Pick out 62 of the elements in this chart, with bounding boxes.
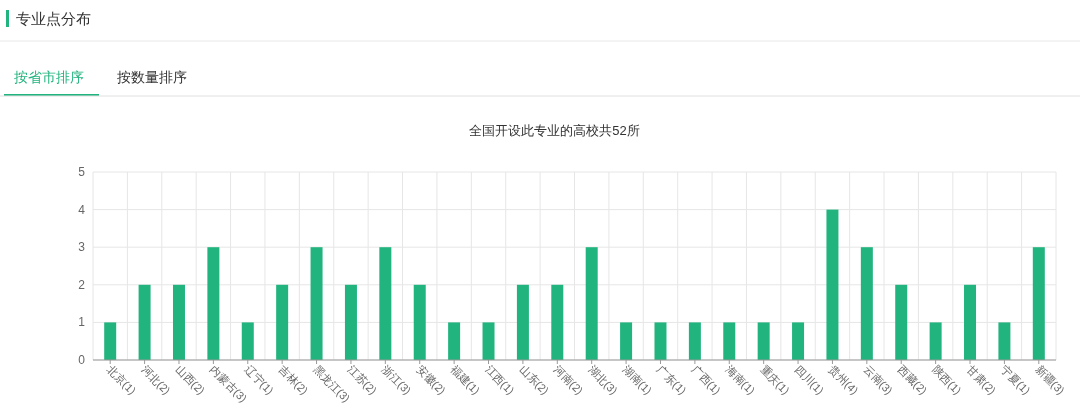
bar <box>585 247 598 360</box>
x-tick-label: 广东(1) <box>655 362 689 397</box>
x-tick-label: 四川(1) <box>792 362 827 397</box>
x-tick-label: 重庆(1) <box>758 362 792 397</box>
x-tick-label: 宁夏(1) <box>999 362 1033 397</box>
bar <box>723 322 736 360</box>
x-tick-label: 安徽(2) <box>414 362 448 397</box>
x-tick-label: 陕西(1) <box>930 362 964 397</box>
y-tick-label: 3 <box>78 240 86 255</box>
bar <box>654 322 667 360</box>
y-tick-label: 5 <box>78 165 86 179</box>
x-tick-label: 甘肃(2) <box>964 362 999 397</box>
bar <box>792 322 805 360</box>
bar <box>516 284 529 360</box>
bar <box>104 322 117 360</box>
x-tick-label: 湖北(3) <box>586 362 620 397</box>
bar <box>276 284 289 360</box>
x-tick-label: 贵州(4) <box>827 362 861 397</box>
x-tick-label: 云南(3) <box>861 362 895 397</box>
x-tick-label: 河北(2) <box>139 362 173 397</box>
x-tick-label: 新疆(3) <box>1033 362 1067 397</box>
bar <box>379 247 392 360</box>
bar <box>860 247 873 360</box>
bar <box>241 322 254 360</box>
x-tick-label: 吉林(2) <box>276 362 311 397</box>
x-tick-label: 江西(1) <box>483 362 517 397</box>
text: 专业点分布 <box>16 10 91 27</box>
bar <box>482 322 495 360</box>
text: 按数量排序 <box>117 69 187 85</box>
x-tick-label: 北京(1) <box>104 362 139 397</box>
x-tick-label: 福建(1) <box>448 362 483 397</box>
bar <box>964 284 977 360</box>
x-tick-label: 西藏(2) <box>895 362 930 397</box>
bar <box>826 209 839 360</box>
x-tick-label: 山西(2) <box>173 362 208 397</box>
x-tick-label: 海南(1) <box>723 362 758 397</box>
bar <box>172 284 185 360</box>
x-tick-label: 河南(2) <box>551 362 586 397</box>
bar <box>310 247 323 360</box>
chart-title: 全国开设此专业的高校共52所 <box>469 123 640 138</box>
bar <box>688 322 701 360</box>
y-tick-label: 2 <box>78 277 86 292</box>
x-tick-label: 广西(1) <box>689 362 724 397</box>
bar <box>138 284 151 360</box>
text: 按省市排序 <box>14 69 84 85</box>
bar <box>207 247 220 360</box>
bar <box>929 322 942 360</box>
bar <box>1032 247 1045 360</box>
x-tick-label: 浙江(3) <box>379 362 414 397</box>
bar <box>998 322 1011 360</box>
y-tick-label: 0 <box>78 353 86 367</box>
bar <box>895 284 908 360</box>
bar <box>344 284 357 360</box>
bar <box>757 322 770 360</box>
bar <box>413 284 426 360</box>
y-tick-label: 4 <box>78 202 86 217</box>
y-tick-label: 1 <box>78 315 86 330</box>
x-tick-label: 湖南(1) <box>620 362 655 397</box>
bar <box>448 322 461 360</box>
x-tick-label: 山东(2) <box>517 362 552 397</box>
bar <box>620 322 633 360</box>
bar <box>551 284 564 360</box>
